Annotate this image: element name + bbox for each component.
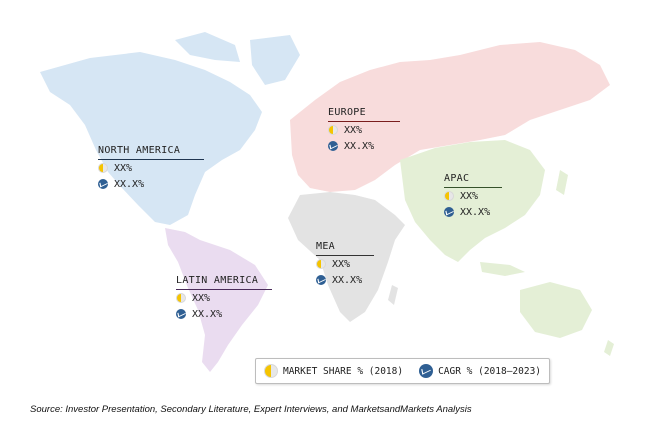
market-share-icon (176, 293, 186, 303)
region-europe: EUROPE XX% XX.X% (328, 100, 400, 154)
market-share-row: XX% (328, 122, 400, 138)
market-share-value: XX% (114, 162, 133, 174)
legend-item-cagr: CAGR % (2018–2023) (419, 364, 541, 378)
market-share-row: XX% (444, 188, 502, 204)
map-legend: MARKET SHARE % (2018) CAGR % (2018–2023) (255, 358, 550, 384)
madagascar-shape (388, 285, 398, 305)
legend-label: MARKET SHARE % (2018) (282, 365, 404, 377)
cagr-icon (328, 141, 338, 151)
cagr-row: XX.X% (176, 306, 272, 322)
cagr-icon (98, 179, 108, 189)
cagr-icon (444, 207, 454, 217)
region-title: LATIN AMERICA (176, 275, 272, 290)
cagr-row: XX.X% (98, 176, 204, 192)
north-america-shape (40, 32, 262, 225)
region-title: EUROPE (328, 107, 400, 122)
cagr-row: XX.X% (444, 204, 502, 220)
region-north-america: NORTH AMERICA XX% XX.X% (98, 138, 204, 192)
region-mea: MEA XX% XX.X% (316, 234, 374, 288)
cagr-value: XX.X% (192, 308, 223, 320)
cagr-icon (176, 309, 186, 319)
market-share-value: XX% (344, 124, 363, 136)
region-latin-america: LATIN AMERICA XX% XX.X% (176, 268, 272, 322)
market-share-value: XX% (192, 292, 211, 304)
cagr-value: XX.X% (344, 140, 375, 152)
cagr-value: XX.X% (460, 206, 491, 218)
new-zealand-shape (604, 340, 614, 356)
region-title: MEA (316, 241, 374, 256)
source-note: Source: Investor Presentation, Secondary… (30, 404, 472, 415)
mea-shape (288, 192, 405, 322)
region-title: NORTH AMERICA (98, 145, 204, 160)
cagr-row: XX.X% (328, 138, 400, 154)
cagr-value: XX.X% (114, 178, 145, 190)
market-share-value: XX% (460, 190, 479, 202)
legend-item-market-share: MARKET SHARE % (2018) (263, 364, 404, 378)
half-circle-icon (263, 364, 278, 378)
growth-icon (419, 364, 434, 378)
market-share-icon (316, 259, 326, 269)
market-share-row: XX% (98, 160, 204, 176)
cagr-icon (316, 275, 326, 285)
japan-shape (556, 170, 568, 195)
greenland-shape (250, 35, 300, 85)
market-share-value: XX% (332, 258, 351, 270)
market-share-icon (98, 163, 108, 173)
region-apac: APAC XX% XX.X% (444, 166, 502, 220)
apac-shape (400, 140, 545, 262)
indonesia-shape (480, 262, 525, 276)
region-title: APAC (444, 173, 502, 188)
legend-label: CAGR % (2018–2023) (438, 365, 542, 377)
cagr-row: XX.X% (316, 272, 374, 288)
market-share-row: XX% (176, 290, 272, 306)
market-share-row: XX% (316, 256, 374, 272)
australia-shape (520, 282, 592, 338)
market-share-icon (444, 191, 454, 201)
europe-shape (290, 42, 610, 192)
cagr-value: XX.X% (332, 274, 363, 286)
latin-america-shape (165, 228, 268, 372)
market-share-icon (328, 125, 338, 135)
